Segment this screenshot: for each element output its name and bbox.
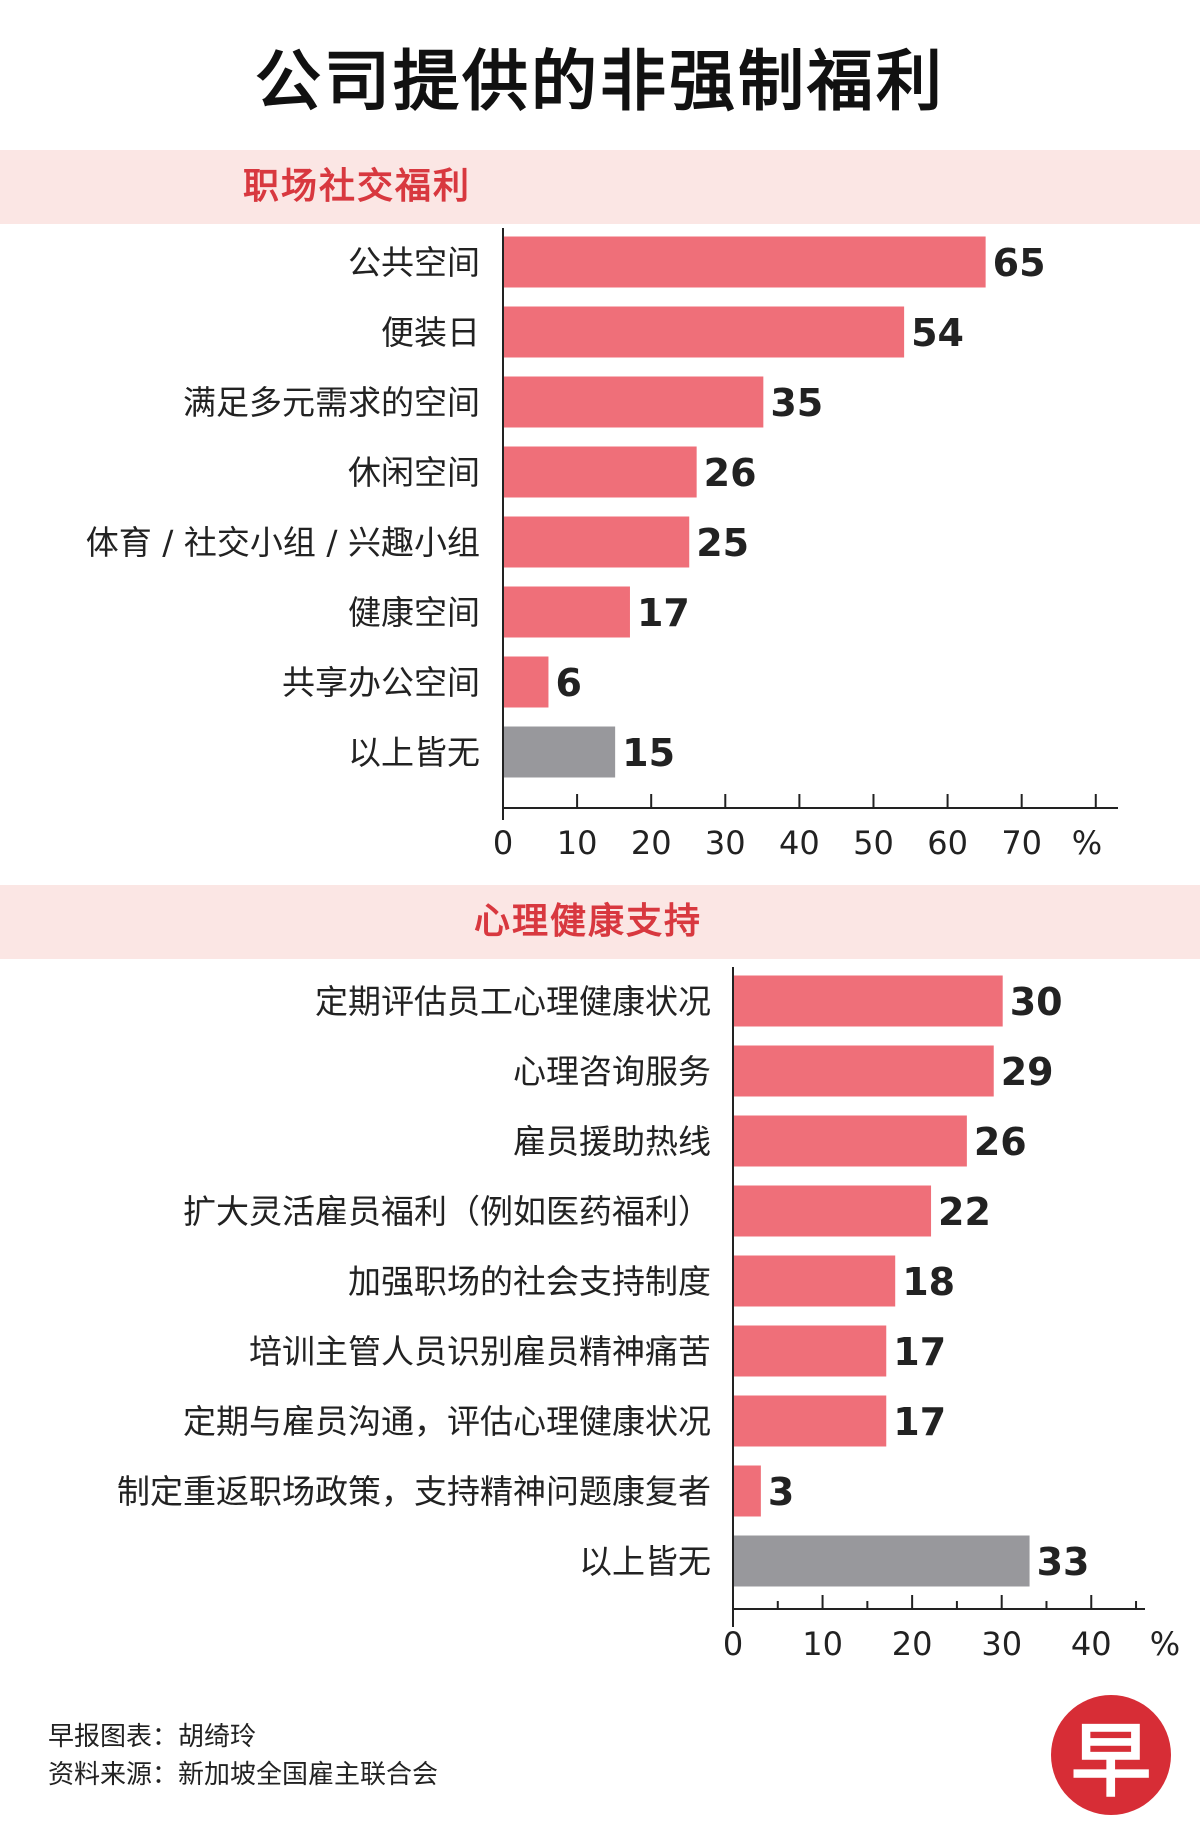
bar-7: [504, 656, 549, 708]
bar-6: [734, 1325, 887, 1377]
value-label-1: 65: [993, 241, 1046, 285]
chart-social-benefits: 公共空间 65 便装日 54 满足多元需求的空间 35 休闲空间 26 体育 / 社交小组 / …: [86, 228, 1118, 862]
value-label-5: 25: [696, 521, 749, 565]
tick-label-10: 10: [557, 824, 598, 862]
category-label-9: 以上皆无: [579, 1542, 711, 1581]
value-label-4: 26: [704, 451, 757, 495]
category-label-4: 休闲空间: [348, 453, 480, 492]
tick-label-30: 30: [705, 824, 746, 862]
bar-5: [734, 1255, 896, 1307]
bar-1: [734, 975, 1003, 1027]
value-label-4: 22: [938, 1190, 991, 1234]
value-label-8: 3: [768, 1470, 794, 1514]
category-label-8: 以上皆无: [348, 733, 480, 772]
category-label-1: 公共空间: [348, 243, 480, 282]
tick-label-40: 40: [779, 824, 820, 862]
value-label-3: 26: [974, 1120, 1027, 1164]
bar-5: [504, 516, 690, 568]
tick-label-0: 0: [493, 824, 513, 862]
category-label-6: 培训主管人员识别雇员精神痛苦: [249, 1332, 711, 1371]
value-label-2: 29: [1001, 1050, 1054, 1094]
value-label-9: 33: [1037, 1540, 1090, 1584]
category-label-2: 心理咨询服务: [513, 1052, 711, 1091]
category-label-4: 扩大灵活雇员福利（例如医药福利）: [183, 1192, 711, 1231]
section-title-mental: 心理健康支持: [474, 901, 703, 942]
value-label-6: 17: [893, 1330, 946, 1374]
value-label-1: 30: [1010, 980, 1063, 1024]
tick-label-20: 20: [892, 1625, 933, 1663]
tick-label-30: 30: [981, 1625, 1022, 1663]
bar-9: [734, 1535, 1030, 1587]
bar-3: [734, 1115, 967, 1167]
bar-7: [734, 1395, 887, 1447]
category-label-5: 体育 / 社交小组 / 兴趣小组: [86, 523, 480, 562]
footer: 早报图表：胡绮玲 资料来源：新加坡全国雇主联合会: [48, 1718, 438, 1794]
footer-credit: 早报图表：胡绮玲: [48, 1722, 257, 1752]
value-label-3: 35: [770, 381, 823, 425]
category-label-3: 雇员援助热线: [513, 1122, 711, 1161]
category-label-1: 定期评估员工心理健康状况: [315, 982, 711, 1021]
tick-label-70: 70: [1001, 824, 1042, 862]
zaobao-logo: 早: [1051, 1695, 1171, 1815]
category-label-2: 便装日: [381, 313, 480, 352]
bar-1: [504, 236, 986, 288]
section-title-social: 职场社交福利: [243, 166, 472, 207]
tick-label-20: 20: [631, 824, 672, 862]
category-label-3: 满足多元需求的空间: [183, 383, 480, 422]
value-label-6: 17: [637, 591, 690, 635]
category-label-5: 加强职场的社会支持制度: [348, 1262, 711, 1301]
section-band-mental: 心理健康支持: [0, 885, 1200, 959]
tick-label-0: 0: [723, 1625, 743, 1663]
bar-3: [504, 376, 764, 428]
bar-2: [504, 306, 905, 358]
tick-label-40: 40: [1071, 1625, 1112, 1663]
page-title: 公司提供的非强制福利: [255, 43, 945, 120]
bar-6: [504, 586, 630, 638]
category-label-7: 共享办公空间: [282, 663, 480, 702]
category-label-7: 定期与雇员沟通，评估心理健康状况: [183, 1402, 711, 1441]
tick-label-60: 60: [927, 824, 968, 862]
category-label-8: 制定重返职场政策，支持精神问题康复者: [117, 1472, 711, 1511]
bar-4: [504, 446, 697, 498]
bar-8: [504, 726, 616, 778]
bar-2: [734, 1045, 994, 1097]
bar-8: [734, 1465, 761, 1517]
value-label-2: 54: [911, 311, 964, 355]
value-label-7: 6: [555, 661, 581, 705]
footer-source: 资料来源：新加坡全国雇主联合会: [48, 1760, 439, 1790]
tick-label-10: 10: [802, 1625, 843, 1663]
value-label-8: 15: [622, 731, 675, 775]
category-label-6: 健康空间: [348, 593, 480, 632]
axis-unit-label: %: [1072, 824, 1102, 862]
section-band-social: 职场社交福利: [0, 150, 1200, 224]
axis-unit-label: %: [1150, 1625, 1180, 1663]
tick-label-50: 50: [853, 824, 894, 862]
value-label-7: 17: [893, 1400, 946, 1444]
value-label-5: 18: [902, 1260, 955, 1304]
bar-4: [734, 1185, 932, 1237]
